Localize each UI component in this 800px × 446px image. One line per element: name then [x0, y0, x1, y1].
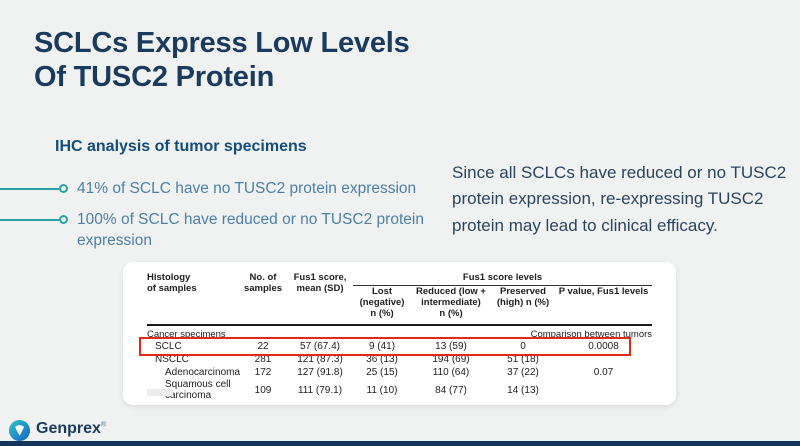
cell-lost: 9 (41) — [368, 341, 396, 352]
table-row-squamous: Squamous cell carcinoma 109 111 (79.1) 1… — [147, 379, 652, 401]
cell-reduced: 13 (59) — [435, 341, 467, 352]
cell-reduced: 84 (77) — [435, 384, 467, 396]
section-note: Comparison between tumors — [411, 324, 653, 340]
cell-preserved: 14 (13) — [507, 384, 539, 396]
brand-wordmark: Genprex® — [36, 420, 106, 438]
bullet-dot-icon — [59, 184, 68, 193]
trademark-symbol: ® — [100, 421, 107, 429]
bullet-connector-line — [0, 188, 59, 190]
col-header-no-samples: No. of samples — [243, 272, 283, 295]
cell-p-value: 0.0008 — [588, 341, 619, 352]
cell-reduced: 110 (64) — [432, 367, 470, 378]
cell-p-value — [555, 379, 652, 401]
cell-no: 172 — [254, 367, 272, 378]
row-label: SCLC — [155, 341, 182, 352]
col-header-p-value: P value, Fus1 levels — [558, 286, 649, 297]
col-header-histology: Histology of samples — [147, 272, 197, 295]
col-header-lost: Lost (negative) n (%) — [359, 286, 405, 320]
data-table-wrapper: Histology of samples No. of samples Fus1… — [147, 272, 653, 401]
col-group-header: Fus1 score levels — [353, 272, 653, 286]
bullet-dot-icon — [59, 215, 68, 224]
row-label: Adenocarcinoma — [165, 367, 241, 378]
callout-text: Since all SCLCs have reduced or no TUSC2… — [452, 163, 787, 235]
cell-no: 109 — [254, 384, 272, 396]
table-card: Histology of samples No. of samples Fus1… — [123, 262, 676, 405]
cell-mean: 121 (87.3) — [297, 354, 343, 365]
bullet-item: 41% of SCLC have no TUSC2 protein expres… — [77, 180, 417, 197]
cell-lost: 36 (13) — [366, 354, 398, 365]
data-table: Histology of samples No. of samples Fus1… — [147, 272, 653, 401]
cell-preserved: 51 (18) — [507, 354, 539, 365]
genprex-logo-icon — [8, 419, 31, 442]
table-row-nsclc: NSCLC 281 121 (87.3) 36 (13) 194 (69) 51… — [147, 353, 652, 366]
section-label: Cancer specimens — [147, 324, 411, 340]
col-header-reduced: Reduced (low + intermediate) n (%) — [416, 286, 486, 320]
cell-mean: 127 (91.8) — [297, 367, 343, 378]
title-line-1: SCLCs Express Low Levels — [34, 27, 410, 59]
cell-p-value: 0.07 — [593, 367, 614, 378]
bullet-connector-line — [0, 219, 59, 221]
cell-no: 22 — [257, 341, 269, 352]
page-title: SCLCs Express Low Levels Of TUSC2 Protei… — [34, 27, 410, 94]
cell-preserved: 37 (22) — [507, 367, 539, 378]
cell-lost: 11 (10) — [366, 384, 398, 396]
table-row-adenocarcinoma: Adenocarcinoma 172 127 (91.8) 25 (15) 11… — [147, 366, 652, 379]
highlight-box-sclc-row — [139, 337, 631, 356]
row-label: Squamous cell carcinoma — [165, 379, 231, 401]
bullet-item: 100% of SCLC have reduced or no TUSC2 pr… — [77, 211, 424, 249]
cell-mean: 111 (79.1) — [297, 384, 343, 396]
title-line-2: Of TUSC2 Protein — [34, 60, 275, 93]
table-row-sclc: SCLC 22 57 (67.4) 9 (41) 13 (59) 0 0.000… — [147, 340, 652, 353]
cell-no: 281 — [254, 354, 272, 365]
table-artifact — [147, 389, 173, 396]
col-header-preserved: Preserved (high) n (%) — [496, 286, 550, 309]
col-header-fus1-mean: Fus1 score, mean (SD) — [293, 272, 347, 295]
row-label: NSCLC — [155, 354, 189, 365]
cell-reduced: 194 (69) — [432, 354, 470, 365]
brand-text: Genprex — [36, 420, 101, 437]
section-heading: IHC analysis of tumor specimens — [55, 138, 307, 155]
cell-mean: 57 (67.4) — [299, 341, 341, 352]
cell-lost: 25 (15) — [366, 367, 398, 378]
bottom-accent-bar — [0, 441, 800, 446]
cell-preserved: 0 — [520, 341, 526, 352]
